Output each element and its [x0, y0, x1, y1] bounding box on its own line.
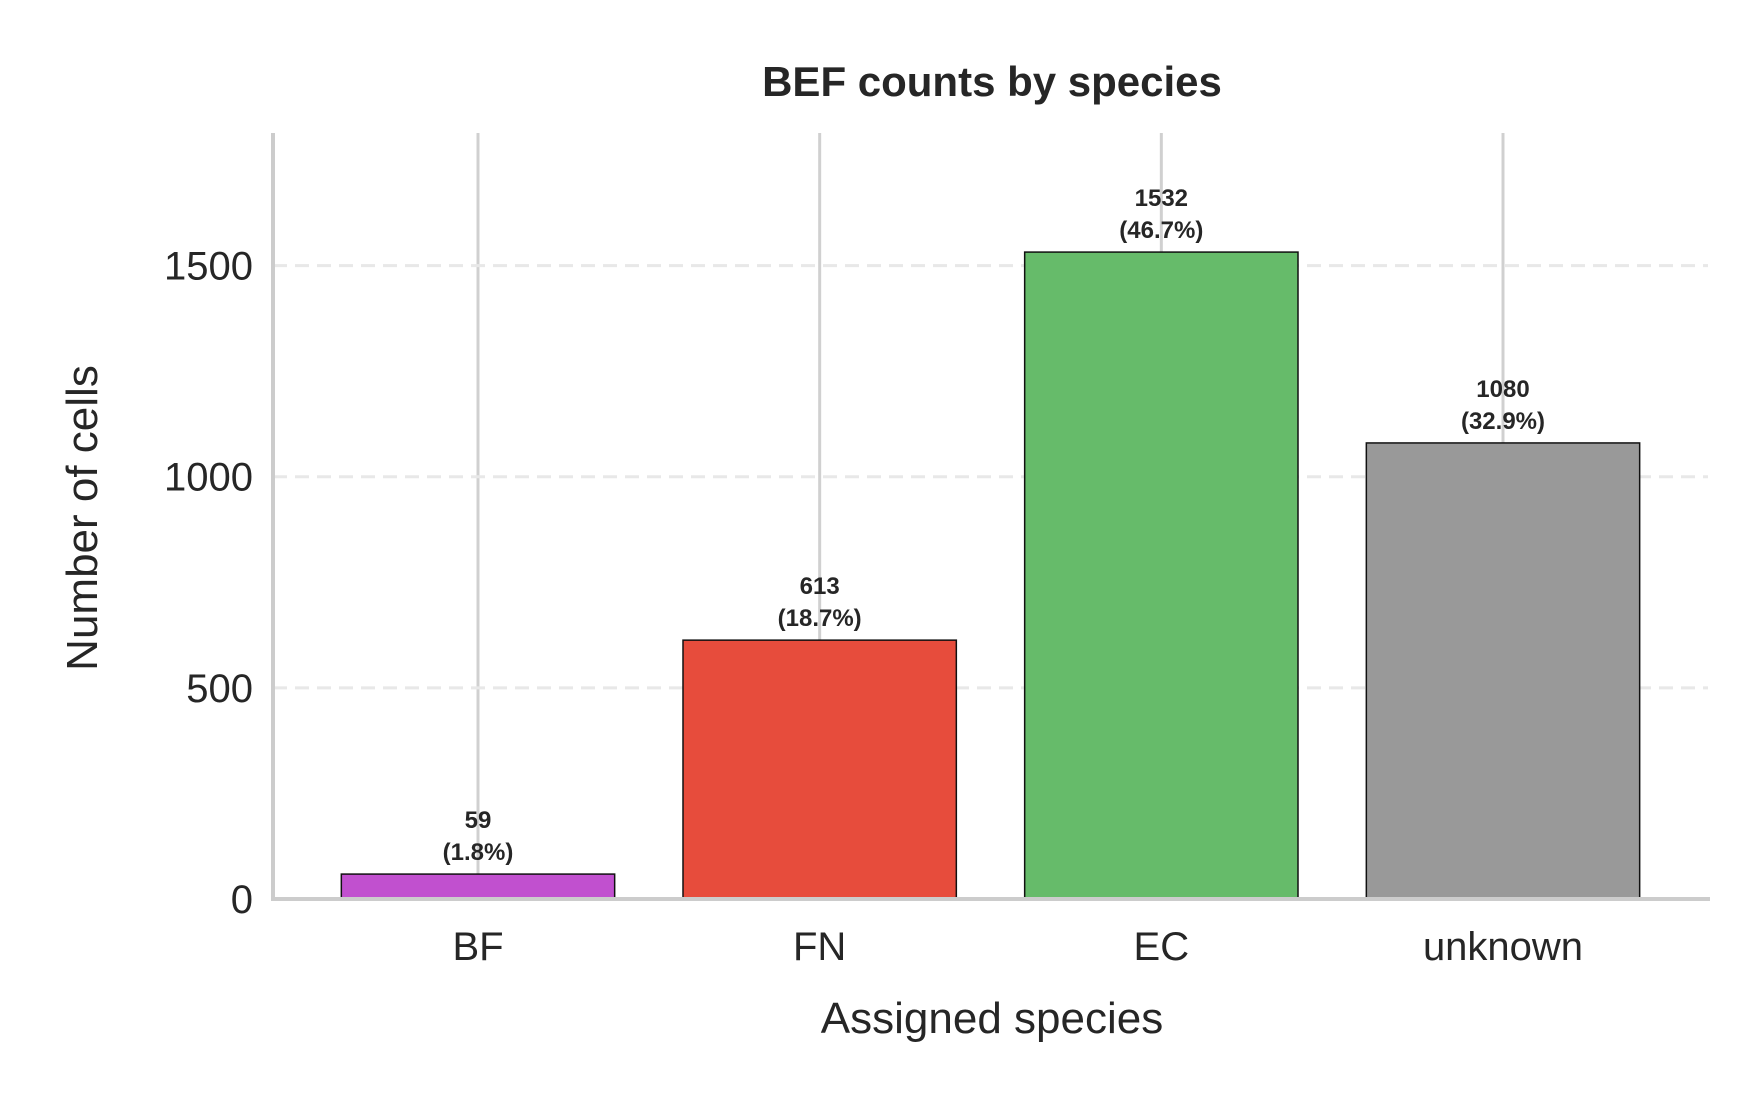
bar-value-label: 59 — [465, 807, 492, 834]
chart-title: BEF counts by species — [762, 58, 1222, 105]
axes-layer — [271, 133, 1710, 901]
bar-bf — [340, 873, 616, 900]
y-tick-label: 1000 — [164, 456, 253, 500]
bar-unknown — [1365, 442, 1641, 900]
y-axis-label: Number of cells — [58, 365, 107, 671]
bar-percent-label: (46.7%) — [1119, 217, 1203, 244]
x-axis-label: Assigned species — [821, 994, 1163, 1043]
bar-percent-label: (18.7%) — [778, 605, 862, 632]
x-tick-label: EC — [1134, 925, 1190, 969]
y-tick-labels: 0 500 1000 1500 — [164, 245, 253, 922]
y-tick-label: 1500 — [164, 245, 253, 289]
bar-layer — [340, 251, 1641, 900]
bar-value-label: 1532 — [1135, 185, 1188, 212]
bar-value-label: 613 — [800, 573, 840, 600]
bar-percent-label: (32.9%) — [1461, 408, 1545, 435]
bar-ec — [1023, 251, 1299, 900]
y-tick-label: 0 — [231, 878, 253, 922]
x-tick-labels: BF FN EC unknown — [452, 925, 1583, 969]
bar-label-layer: 59 (1.8%) 613 (18.7%) 1532 (46.7%) 1080 (32.9%) — [443, 185, 1545, 866]
bar-value-label: 1080 — [1476, 376, 1529, 403]
bar-percent-label: (1.8%) — [443, 839, 514, 866]
bar-fn — [682, 639, 958, 900]
x-tick-label: unknown — [1423, 925, 1583, 969]
y-tick-label: 500 — [186, 667, 253, 711]
x-tick-label: FN — [793, 925, 846, 969]
x-tick-label: BF — [452, 925, 503, 969]
